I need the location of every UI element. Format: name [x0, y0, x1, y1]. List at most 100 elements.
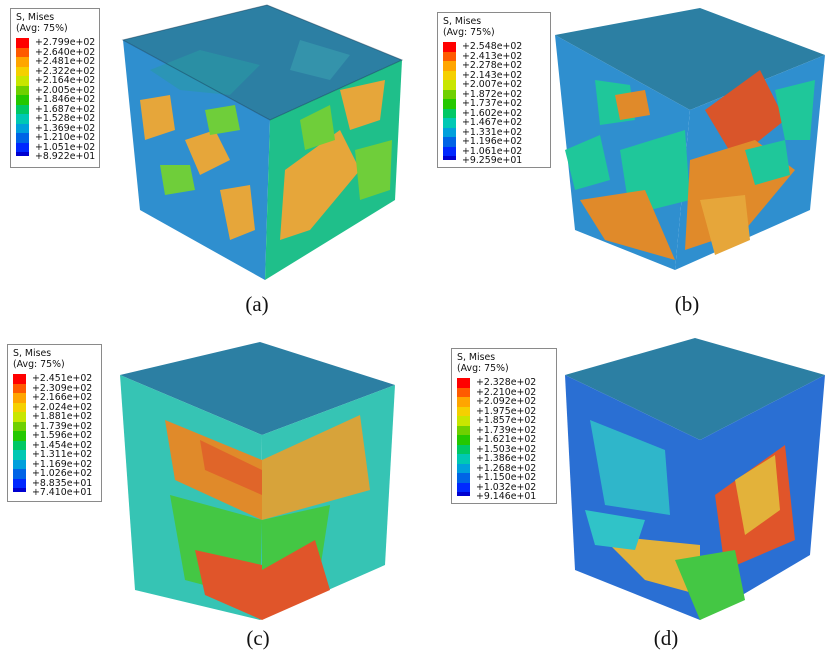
- legend-swatch: [443, 118, 456, 128]
- legend-value: +1.386e+02: [476, 453, 537, 464]
- legend-swatch: [443, 156, 456, 160]
- legend-value: +1.026e+02: [32, 468, 93, 479]
- legend-swatch: [443, 137, 456, 147]
- legend-swatch: [457, 425, 470, 436]
- caption-c: (c): [246, 626, 270, 650]
- legend-swatch: [13, 421, 26, 432]
- legend-value: +2.548e+02: [462, 41, 523, 52]
- legend-value: +1.846e+02: [35, 94, 96, 105]
- legend-value: +2.278e+02: [462, 60, 523, 71]
- legend-swatch: [16, 76, 29, 86]
- legend-value: +2.005e+02: [35, 84, 96, 96]
- legend-title: S, Mises: [13, 348, 52, 359]
- legend-value: +9.259e+01: [462, 155, 523, 166]
- legend-swatch: [13, 412, 26, 422]
- legend-value: +1.032e+02: [476, 481, 537, 493]
- legend-subtitle: (Avg: 75%): [16, 23, 68, 34]
- legend-subtitle: (Avg: 75%): [443, 27, 495, 38]
- legend-swatch: [13, 478, 26, 489]
- legend-value: +2.799e+02: [35, 37, 96, 48]
- legend-value: +2.143e+02: [462, 69, 523, 81]
- legend-swatch: [457, 482, 470, 493]
- legend-swatch: [457, 435, 470, 445]
- legend-value: +2.322e+02: [35, 65, 96, 77]
- legend-swatch: [16, 47, 29, 58]
- legend-swatch: [16, 104, 29, 115]
- legend-swatch: [13, 469, 26, 479]
- legend-value: +7.410e+01: [32, 487, 93, 498]
- legend-swatch: [13, 459, 26, 470]
- legend-swatch: [16, 114, 29, 124]
- legend-swatch: [443, 89, 456, 100]
- legend-swatch: [457, 492, 470, 496]
- legend-value: +1.268e+02: [476, 462, 537, 474]
- legend-swatch: [13, 383, 26, 394]
- legend-value: +1.503e+02: [476, 443, 537, 455]
- legend-swatch: [443, 108, 456, 119]
- panel-c: S, Mises (Avg: 75%) +2.451e+02 +2.309e+02…: [0, 330, 415, 660]
- cube-render-a: [121, 4, 404, 280]
- legend-value: +2.413e+02: [462, 50, 523, 62]
- legend-value: +2.164e+02: [35, 75, 96, 86]
- cube-render-c: [120, 342, 395, 620]
- legend-swatch: [16, 66, 29, 77]
- legend-value: +1.051e+02: [35, 141, 96, 153]
- legend-value: +1.331e+02: [462, 126, 523, 138]
- legend-subtitle: (Avg: 75%): [13, 359, 65, 370]
- legend-swatch: [457, 444, 470, 455]
- legend-swatch: [457, 463, 470, 474]
- legend-subtitle: (Avg: 75%): [457, 363, 509, 374]
- legend-swatch: [443, 99, 456, 109]
- legend-value: +1.739e+02: [476, 424, 537, 436]
- legend-swatch: [443, 51, 456, 62]
- legend-swatch: [13, 393, 26, 403]
- legend-value: +1.857e+02: [476, 415, 537, 426]
- legend-swatch: [443, 61, 456, 71]
- panel-b: S, Mises (Avg: 75%) +2.548e+02 +2.413e+02…: [415, 0, 831, 330]
- legend-value: +1.602e+02: [462, 107, 523, 119]
- legend-swatch: [13, 488, 26, 492]
- legend-swatch: [457, 378, 470, 388]
- legend-title: S, Mises: [457, 352, 496, 363]
- legend-swatch: [443, 80, 456, 90]
- legend-value: +9.146e+01: [476, 491, 537, 502]
- cube-render-b: [555, 8, 825, 270]
- legend-value: +1.528e+02: [35, 113, 96, 124]
- legend-value: +1.210e+02: [35, 132, 96, 143]
- legend-value: +2.640e+02: [35, 46, 96, 58]
- legend-value: +1.621e+02: [476, 434, 537, 445]
- legend-value: +1.737e+02: [462, 98, 523, 109]
- legend-value: +1.975e+02: [476, 405, 537, 417]
- cube-render-d: [565, 338, 825, 620]
- legend-swatch: [443, 42, 456, 52]
- legend-swatch: [13, 374, 26, 384]
- legend-swatch: [13, 402, 26, 413]
- legend-value: +2.451e+02: [32, 373, 93, 384]
- legend-swatch: [16, 152, 29, 156]
- legend-value: +1.454e+02: [32, 439, 93, 451]
- legend-value: +2.309e+02: [32, 382, 93, 394]
- legend-swatch: [443, 70, 456, 81]
- legend-swatch: [16, 38, 29, 48]
- legend-value: +2.210e+02: [476, 386, 537, 398]
- legend-value: +1.687e+02: [35, 103, 96, 115]
- legend-value: +8.922e+01: [35, 151, 96, 162]
- legend-value: +2.328e+02: [476, 377, 537, 388]
- legend-swatch: [13, 440, 26, 451]
- legend-swatch: [16, 142, 29, 153]
- legend-swatch: [457, 397, 470, 407]
- legend-swatch: [16, 133, 29, 143]
- legend-value: +2.007e+02: [462, 79, 523, 90]
- legend-c: S, Mises (Avg: 75%) +2.451e+02 +2.309e+02…: [7, 344, 102, 502]
- legend-value: +2.481e+02: [35, 56, 96, 67]
- legend-swatch: [16, 57, 29, 67]
- legend-a: S, Mises (Avg: 75%) +2.799e+02 +2.640e+02…: [10, 8, 100, 168]
- legend-value: +1.150e+02: [476, 472, 537, 483]
- legend-swatch: [13, 431, 26, 441]
- caption-b: (b): [674, 292, 700, 316]
- legend-swatch: [457, 387, 470, 398]
- legend-swatch: [443, 127, 456, 138]
- legend-swatch: [457, 416, 470, 426]
- caption-d: (d): [653, 626, 679, 650]
- legend-title: S, Mises: [16, 12, 55, 23]
